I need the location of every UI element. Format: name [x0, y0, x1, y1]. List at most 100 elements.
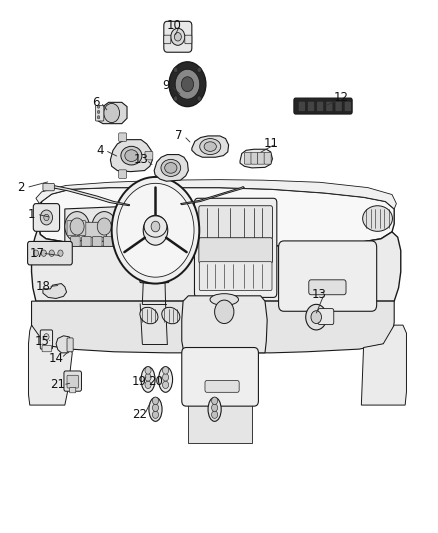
Circle shape	[70, 218, 84, 235]
Ellipse shape	[149, 398, 162, 421]
Polygon shape	[32, 227, 401, 301]
FancyBboxPatch shape	[103, 237, 113, 246]
Polygon shape	[188, 401, 252, 443]
Text: 13: 13	[311, 288, 326, 301]
FancyBboxPatch shape	[71, 237, 80, 246]
Text: 21: 21	[50, 378, 65, 391]
Circle shape	[97, 110, 100, 114]
FancyBboxPatch shape	[258, 152, 265, 164]
FancyBboxPatch shape	[77, 221, 86, 236]
Ellipse shape	[210, 294, 238, 305]
FancyBboxPatch shape	[64, 371, 81, 391]
Circle shape	[171, 28, 185, 45]
Circle shape	[33, 250, 39, 256]
Polygon shape	[65, 207, 117, 246]
Polygon shape	[361, 325, 406, 405]
Circle shape	[152, 411, 159, 418]
Polygon shape	[52, 185, 130, 206]
Polygon shape	[154, 155, 188, 181]
FancyBboxPatch shape	[67, 338, 73, 352]
FancyBboxPatch shape	[298, 101, 305, 111]
Text: 13: 13	[134, 154, 148, 166]
Circle shape	[197, 67, 201, 72]
FancyBboxPatch shape	[185, 35, 192, 44]
Circle shape	[97, 218, 111, 235]
Text: 18: 18	[35, 280, 50, 293]
FancyBboxPatch shape	[205, 381, 239, 392]
FancyBboxPatch shape	[164, 35, 171, 44]
Text: 19: 19	[132, 375, 147, 387]
Text: 12: 12	[333, 91, 348, 103]
Circle shape	[97, 116, 100, 119]
Polygon shape	[138, 252, 170, 284]
FancyBboxPatch shape	[326, 101, 333, 111]
FancyBboxPatch shape	[164, 21, 192, 52]
FancyBboxPatch shape	[28, 241, 72, 265]
FancyBboxPatch shape	[199, 238, 272, 263]
FancyBboxPatch shape	[344, 101, 351, 111]
FancyBboxPatch shape	[67, 221, 76, 236]
Circle shape	[169, 62, 206, 107]
FancyBboxPatch shape	[84, 222, 106, 237]
Circle shape	[174, 33, 181, 41]
Circle shape	[212, 404, 218, 411]
Circle shape	[117, 183, 194, 277]
Circle shape	[215, 300, 234, 324]
FancyBboxPatch shape	[294, 98, 352, 114]
FancyBboxPatch shape	[70, 387, 76, 393]
Ellipse shape	[208, 398, 221, 421]
Ellipse shape	[125, 150, 138, 161]
FancyBboxPatch shape	[145, 151, 153, 160]
Circle shape	[40, 210, 53, 225]
FancyBboxPatch shape	[194, 198, 277, 297]
Polygon shape	[182, 296, 267, 353]
Text: 20: 20	[148, 375, 163, 387]
Circle shape	[152, 404, 159, 411]
Text: 10: 10	[167, 19, 182, 32]
Polygon shape	[56, 336, 72, 353]
Circle shape	[145, 367, 151, 374]
Circle shape	[212, 411, 218, 418]
FancyBboxPatch shape	[67, 375, 78, 388]
Circle shape	[181, 77, 194, 92]
Text: 15: 15	[34, 335, 49, 348]
Polygon shape	[240, 149, 272, 168]
Circle shape	[92, 212, 117, 241]
Polygon shape	[32, 301, 394, 353]
Circle shape	[58, 250, 63, 256]
Text: 1: 1	[28, 208, 35, 221]
Text: 22: 22	[132, 408, 147, 421]
Text: 4: 4	[96, 144, 104, 157]
Circle shape	[151, 221, 160, 232]
Circle shape	[152, 397, 159, 405]
FancyBboxPatch shape	[264, 152, 271, 164]
Text: 9: 9	[162, 79, 170, 92]
Text: 7: 7	[175, 130, 183, 142]
Circle shape	[97, 105, 100, 108]
FancyBboxPatch shape	[318, 309, 334, 325]
Ellipse shape	[200, 139, 221, 155]
Circle shape	[173, 67, 178, 72]
Text: 14: 14	[49, 352, 64, 365]
Text: 11: 11	[263, 138, 278, 150]
Polygon shape	[28, 325, 72, 405]
Ellipse shape	[144, 216, 167, 237]
Ellipse shape	[363, 206, 392, 231]
Ellipse shape	[140, 308, 158, 324]
Text: 2: 2	[17, 181, 25, 194]
FancyBboxPatch shape	[40, 330, 53, 349]
Text: 17: 17	[30, 247, 45, 260]
Ellipse shape	[165, 163, 177, 173]
FancyBboxPatch shape	[251, 152, 258, 164]
FancyBboxPatch shape	[307, 101, 314, 111]
Circle shape	[175, 69, 200, 99]
Circle shape	[145, 374, 151, 381]
Ellipse shape	[141, 367, 155, 392]
Circle shape	[44, 214, 49, 221]
FancyBboxPatch shape	[335, 101, 342, 111]
Circle shape	[41, 250, 46, 256]
Polygon shape	[180, 187, 244, 205]
FancyBboxPatch shape	[119, 170, 127, 179]
Circle shape	[143, 215, 168, 245]
Ellipse shape	[204, 142, 216, 151]
